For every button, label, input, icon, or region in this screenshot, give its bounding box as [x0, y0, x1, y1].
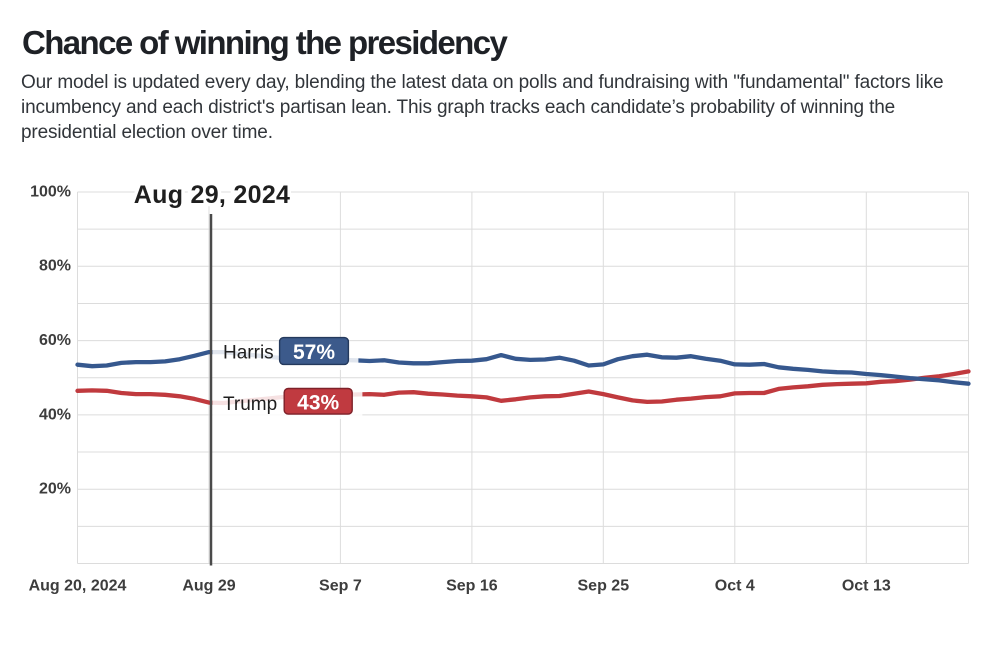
svg-text:Oct 4: Oct 4	[715, 578, 755, 595]
svg-text:40%: 40%	[39, 406, 71, 423]
svg-text:57%: 57%	[293, 341, 335, 364]
svg-text:Sep 7: Sep 7	[319, 578, 362, 595]
svg-text:Aug 29, 2024: Aug 29, 2024	[134, 181, 290, 209]
svg-text:Trump: Trump	[223, 394, 277, 415]
svg-text:20%: 20%	[39, 481, 71, 498]
svg-text:Oct 13: Oct 13	[842, 578, 891, 595]
svg-text:Sep 25: Sep 25	[578, 578, 630, 595]
svg-text:60%: 60%	[39, 332, 71, 349]
svg-text:100%: 100%	[30, 183, 71, 200]
svg-text:Harris: Harris	[223, 343, 274, 364]
svg-text:80%: 80%	[39, 258, 71, 275]
svg-text:Aug 20, 2024: Aug 20, 2024	[29, 578, 127, 595]
svg-text:Aug 29: Aug 29	[182, 578, 235, 595]
svg-text:Sep 16: Sep 16	[446, 578, 498, 595]
svg-text:43%: 43%	[297, 391, 339, 414]
